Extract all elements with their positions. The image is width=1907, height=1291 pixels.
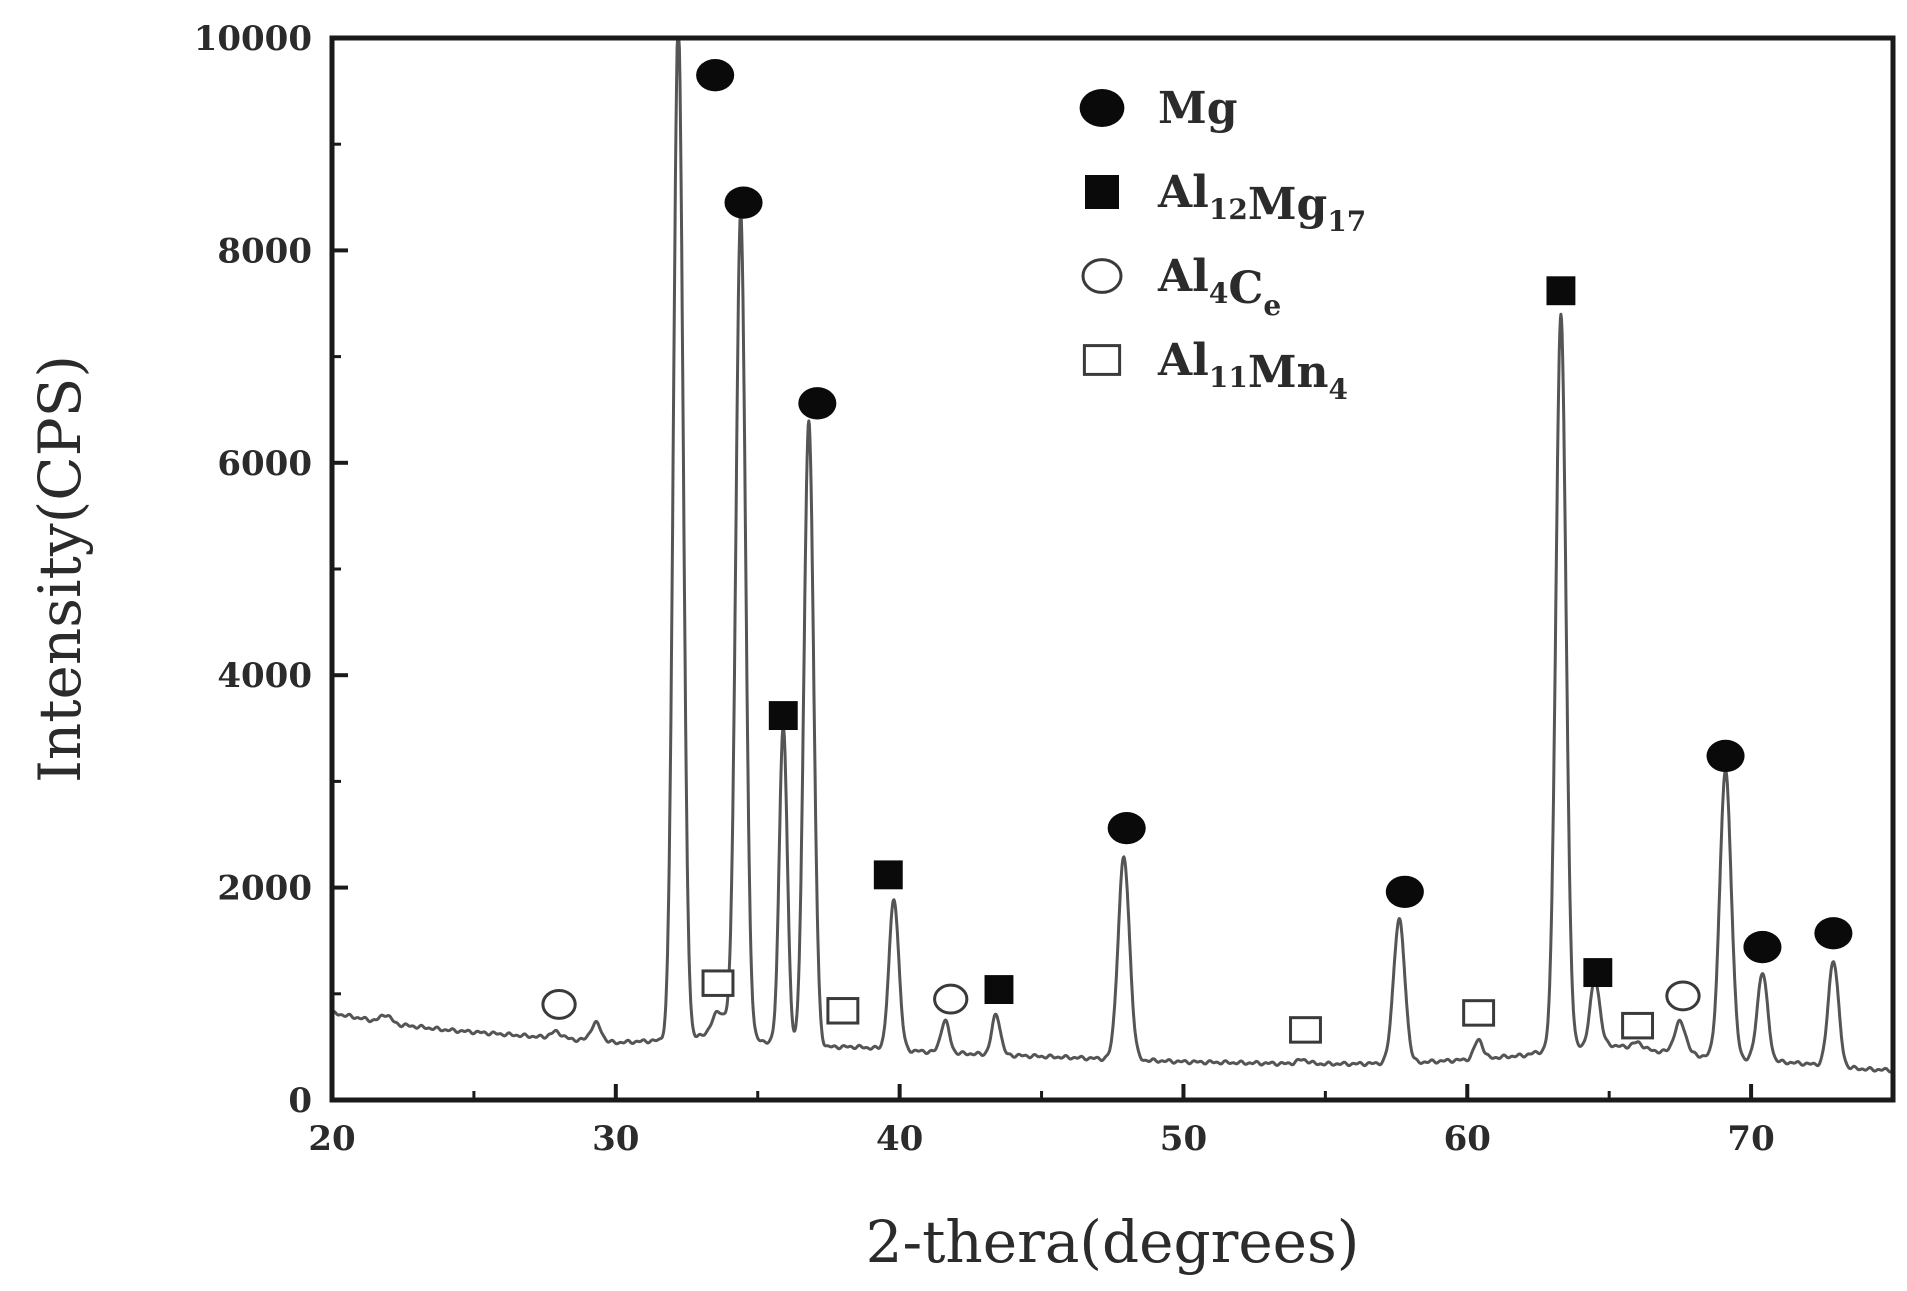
phase-marker-open-circle — [933, 983, 969, 1015]
phase-marker-filled-square — [1546, 276, 1576, 306]
phase-marker-filled-circle — [798, 387, 837, 420]
legend: Mg Al12Mg17 Al4Ce Al11Mn4 — [1079, 83, 1366, 406]
phase-markers — [541, 59, 1853, 1044]
phase-marker-filled-square — [768, 701, 798, 731]
legend-symbol-filled-circle — [1079, 89, 1125, 127]
legend-symbol-open-square — [1082, 344, 1122, 376]
phase-marker-open-circle — [541, 988, 577, 1020]
phase-marker-filled-circle — [1743, 930, 1782, 964]
plot-frame — [329, 35, 1896, 1103]
x-tick-label: 20 — [308, 1119, 355, 1159]
phase-marker-filled-circle — [724, 186, 763, 219]
phase-marker-filled-circle — [1385, 875, 1424, 908]
legend-label: Al4Ce — [1157, 251, 1281, 322]
y-tick-label: 8000 — [217, 231, 312, 271]
legend-label: Mg — [1158, 83, 1237, 134]
x-tick-label: 60 — [1444, 1119, 1491, 1159]
phase-marker-open-circle — [1665, 980, 1701, 1012]
phase-marker-open-square — [1289, 1016, 1322, 1044]
phase-marker-filled-circle — [1706, 739, 1745, 773]
legend-label: Al11Mn4 — [1157, 335, 1348, 406]
legend-symbol-filled-square — [1085, 175, 1119, 209]
y-tick-label: 2000 — [217, 869, 312, 909]
axis-tick-labels: 20 30 40 50 60 70 0 2000 4000 6000 8000 10000 — [194, 19, 1775, 1159]
xrd-pattern-line — [331, 36, 1894, 1074]
phase-marker-open-square — [1462, 999, 1496, 1027]
legend-symbol-open-circle — [1081, 258, 1123, 294]
phase-marker-filled-circle — [696, 59, 735, 92]
y-tick-label: 0 — [288, 1081, 312, 1121]
y-tick-label: 6000 — [217, 444, 312, 484]
phase-marker-filled-square — [1583, 958, 1613, 988]
phase-marker-open-square — [1621, 1011, 1655, 1040]
x-tick-label: 50 — [1160, 1119, 1207, 1159]
x-axis-title: 2-thera(degrees) — [866, 1208, 1360, 1276]
x-tick-label: 70 — [1727, 1119, 1774, 1159]
phase-marker-open-square — [826, 997, 860, 1025]
x-tick-label: 30 — [592, 1119, 639, 1159]
x-tick-label: 40 — [876, 1119, 923, 1159]
y-tick-label: 10000 — [194, 19, 312, 59]
y-axis-title: Intensity(CPS) — [26, 355, 94, 783]
phase-marker-filled-circle — [1814, 917, 1853, 950]
legend-label: Al12Mg17 — [1157, 167, 1366, 238]
phase-marker-filled-circle — [1107, 811, 1146, 845]
phase-marker-filled-square — [984, 975, 1014, 1005]
axis-ticks — [330, 36, 1754, 1102]
y-tick-label: 4000 — [217, 656, 312, 696]
phase-marker-open-square — [701, 969, 735, 997]
phase-marker-filled-square — [873, 860, 903, 890]
